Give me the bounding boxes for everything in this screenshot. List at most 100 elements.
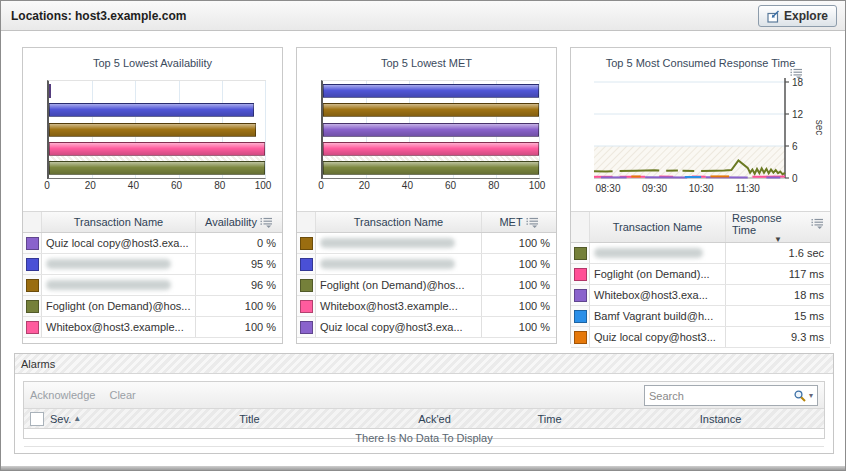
series-color-swatch (300, 321, 313, 334)
value-cell: 18 ms (726, 285, 830, 305)
table-row[interactable]: Quiz local copy@host3...9.3 ms (571, 327, 830, 348)
svg-text:12: 12 (792, 109, 804, 120)
select-all-checkbox[interactable] (30, 412, 44, 426)
table-row[interactable]: Whitebox@host3.example...100 % (23, 317, 282, 338)
swatch-cell (297, 317, 316, 337)
met-bar-chart: 020406080100 (297, 74, 556, 200)
table-row[interactable]: 100 % (297, 254, 556, 275)
transaction-name-cell: Quiz local copy@host3.exa... (316, 317, 482, 337)
transaction-name-column-header[interactable]: Transaction Name (42, 212, 196, 232)
bar-2[interactable] (49, 123, 256, 137)
series-color-swatch (26, 258, 39, 271)
column-header-instance[interactable]: Instance (617, 413, 824, 425)
bar-4[interactable] (49, 161, 265, 175)
search-icon[interactable] (793, 389, 807, 403)
swatch-cell (23, 254, 42, 274)
panel-lowest-availability: Top 5 Lowest Availability 020406080100 T… (22, 47, 283, 344)
series-color-swatch (300, 300, 313, 313)
column-header-severity[interactable]: Sev.▲ (50, 413, 112, 425)
swatch-cell (297, 275, 316, 295)
table-row[interactable]: Quiz local copy@host3.exa...0 % (23, 233, 282, 254)
swatch-cell (297, 233, 316, 253)
search-input[interactable] (645, 390, 793, 402)
bar-3[interactable] (49, 142, 265, 156)
series-color-swatch (300, 237, 313, 250)
x-tick-label: 60 (445, 180, 456, 191)
column-header-time[interactable]: Time (482, 413, 617, 425)
bar-3[interactable] (323, 142, 539, 156)
transaction-name-cell: Quiz local copy@host3.exa... (42, 233, 196, 253)
series-color-swatch (574, 247, 587, 260)
table-row[interactable]: Foglight (on Demand)@hos...100 % (23, 296, 282, 317)
table-row[interactable]: 100 % (297, 233, 556, 254)
value-cell: 100 % (482, 296, 556, 316)
svg-text:10:30: 10:30 (689, 183, 714, 194)
gridline (265, 81, 266, 178)
value-cell: 9.3 ms (726, 327, 830, 347)
swatch-column-header (297, 212, 316, 232)
svg-text:11:30: 11:30 (736, 183, 761, 194)
search-options-caret-icon[interactable]: ▾ (807, 391, 817, 400)
bar-4[interactable] (323, 161, 539, 175)
column-menu-icon[interactable] (526, 217, 539, 228)
table-row[interactable]: 96 % (23, 275, 282, 296)
bar-0[interactable] (323, 84, 539, 98)
value-column-header[interactable]: Availability (196, 212, 282, 232)
panel-lowest-met: Top 5 Lowest MET 020406080100 Transactio… (296, 47, 557, 344)
x-tick-label: 40 (402, 180, 413, 191)
value-column-header[interactable]: Response Time▼ (726, 212, 830, 242)
table-row[interactable]: 1.6 sec (571, 243, 830, 264)
value-cell: 15 ms (726, 306, 830, 326)
panel-response-time: Top 5 Most Consumed Response Time sec 06… (570, 47, 831, 344)
page-title: Locations: host3.example.com (1, 9, 186, 23)
transaction-name-column-header[interactable]: Transaction Name (316, 212, 482, 232)
table-row[interactable]: Whitebox@host3.exa...18 ms (571, 285, 830, 306)
svg-text:08:30: 08:30 (595, 183, 620, 194)
column-header-title[interactable]: Title (112, 413, 387, 425)
x-tick-label: 80 (214, 180, 225, 191)
value-cell: 1.6 sec (726, 243, 830, 263)
series-color-swatch (574, 310, 587, 323)
series-color-swatch (26, 237, 39, 250)
value-header-label: Response Time (732, 212, 824, 236)
swatch-column-header (23, 212, 42, 232)
bar-1[interactable] (49, 103, 254, 117)
threshold-band (594, 146, 785, 178)
clear-button[interactable]: Clear (109, 389, 135, 401)
value-column-header[interactable]: MET (482, 212, 556, 232)
table-row[interactable]: 95 % (23, 254, 282, 275)
table-row[interactable]: Bamf Vagrant build@h...15 ms (571, 306, 830, 327)
panel-title: Top 5 Lowest MET (301, 57, 552, 69)
alarms-table-container: Acknowledge Clear ▾ Sev.▲ Title Ack'ed T… (23, 381, 825, 439)
transaction-name-column-header[interactable]: Transaction Name (590, 212, 726, 242)
explore-button-label: Explore (784, 9, 828, 23)
bar-0[interactable] (49, 84, 51, 98)
swatch-cell (571, 285, 590, 305)
transaction-name-cell: Whitebox@host3.example... (42, 317, 196, 337)
table-row[interactable]: Quiz local copy@host3.exa...100 % (297, 317, 556, 338)
bar-1[interactable] (323, 103, 539, 117)
response-time-line-chart: sec 06121808:3009:3010:3011:30 (571, 74, 830, 200)
table-row[interactable]: Whitebox@host3.example...100 % (297, 296, 556, 317)
series-color-swatch (574, 289, 587, 302)
bar-2[interactable] (323, 123, 539, 137)
acknowledge-button[interactable]: Acknowledge (30, 389, 95, 401)
series-color-swatch (574, 331, 587, 344)
column-header-acked[interactable]: Ack'ed (387, 413, 482, 425)
line-chart-svg: 06121808:3009:3010:3011:30 (571, 74, 830, 200)
x-tick-label: 40 (128, 180, 139, 191)
transaction-name-cell (316, 254, 482, 274)
column-menu-icon[interactable] (260, 217, 273, 228)
column-menu-icon[interactable] (811, 218, 824, 229)
table-header-row: Transaction NameMET (297, 212, 556, 233)
explore-button[interactable]: Explore (758, 5, 837, 27)
transaction-name-cell: Foglight (on Demand)@hos... (316, 275, 482, 295)
x-axis: 020406080100 (321, 180, 537, 194)
x-axis: 020406080100 (47, 180, 263, 194)
table-row[interactable]: Foglight (on Demand)...117 ms (571, 264, 830, 285)
x-tick-label: 60 (171, 180, 182, 191)
x-tick-label: 100 (529, 180, 546, 191)
swatch-cell (23, 296, 42, 316)
table-row[interactable]: Foglight (on Demand)@hos...100 % (297, 275, 556, 296)
transaction-name-cell: Quiz local copy@host3... (590, 327, 726, 347)
